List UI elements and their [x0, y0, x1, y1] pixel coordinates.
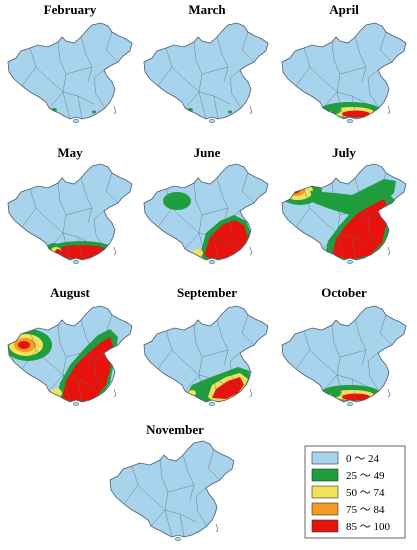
panel-title: October: [321, 285, 367, 300]
legend-label: 0 ～ 24: [346, 453, 379, 465]
island-shape: [72, 259, 80, 265]
panel-title: June: [194, 145, 221, 160]
heat-patch: [342, 393, 370, 401]
panel-title: April: [329, 2, 359, 17]
china-map: [7, 163, 133, 265]
heat-patch: [55, 249, 61, 255]
legend-swatch: [311, 485, 339, 499]
legend-swatch: [311, 451, 339, 465]
map-panel: May: [7, 145, 133, 265]
china-map: [7, 22, 133, 124]
legend-item: 25 ～ 49: [311, 468, 385, 482]
panel-title: May: [57, 145, 83, 160]
map-panel: September: [143, 285, 269, 407]
map-panel: October: [281, 285, 407, 407]
island-shape: [249, 105, 253, 115]
map-panel: February: [7, 2, 133, 124]
map-panel: April: [281, 2, 407, 124]
china-map: [143, 22, 269, 124]
heat-patch: [92, 110, 96, 114]
map-panel: March: [143, 2, 269, 124]
island-shape: [346, 401, 354, 407]
heat-patch: [62, 337, 114, 402]
heat-region: [186, 367, 250, 402]
panel-title: March: [188, 2, 226, 17]
island-shape: [208, 259, 216, 265]
map-panel: August: [7, 285, 133, 407]
heat-region: [320, 385, 380, 401]
china-map: [143, 163, 269, 265]
legend-item: 75 ～ 84: [311, 502, 385, 516]
map-panel: November: [109, 422, 235, 542]
heat-patch: [204, 220, 248, 260]
island-shape: [113, 388, 117, 398]
legend-label: 50 ～ 74: [346, 487, 385, 499]
island-shape: [113, 246, 117, 256]
heat-patch: [163, 192, 191, 210]
heat-patch: [18, 341, 30, 349]
panel-title: July: [332, 145, 356, 160]
map-panel: June: [143, 145, 269, 265]
heat-patch: [212, 377, 244, 399]
china-map: [143, 305, 269, 407]
china-map: [281, 305, 407, 407]
legend-label: 75 ～ 84: [346, 504, 385, 516]
legend-item: 85 ～ 100: [311, 519, 390, 533]
island-shape: [208, 118, 216, 124]
island-shape: [208, 401, 216, 407]
island-shape: [72, 118, 80, 124]
legend-item: 50 ～ 74: [311, 485, 385, 499]
island-shape: [249, 246, 253, 256]
island-shape: [387, 246, 391, 256]
legend-item: 0 ～ 24: [311, 451, 379, 465]
island-shape: [346, 118, 354, 124]
island-shape: [387, 105, 391, 115]
island-shape: [215, 523, 219, 533]
heat-patch: [228, 110, 232, 114]
heat-patch: [342, 110, 370, 118]
panel-title: September: [177, 285, 237, 300]
island-shape: [346, 259, 354, 265]
island-shape: [387, 388, 391, 398]
map-panel: July: [281, 145, 407, 265]
island-shape: [72, 401, 80, 407]
legend-label: 85 ～ 100: [346, 521, 390, 533]
china-map: [109, 440, 235, 542]
heat-patch: [331, 106, 341, 114]
legend: 0 ～ 24 25 ～ 49 50 ～ 74 75 ～ 84 85 ～ 100: [304, 445, 406, 539]
island-shape: [113, 105, 117, 115]
legend-label: 25 ～ 49: [346, 470, 385, 482]
island-shape: [249, 388, 253, 398]
heat-patch: [287, 184, 305, 196]
panel-title: November: [146, 422, 204, 437]
legend-swatch: [311, 519, 339, 533]
panel-title: August: [50, 285, 90, 300]
heat-region: [320, 102, 380, 118]
heat-region: [51, 108, 96, 114]
china-map: [281, 163, 407, 265]
island-shape: [174, 536, 182, 542]
heat-patch: [331, 389, 341, 397]
legend-swatch: [311, 502, 339, 516]
legend-swatch: [311, 468, 339, 482]
china-map: [281, 22, 407, 124]
panel-title: February: [44, 2, 97, 17]
china-map: [7, 305, 133, 407]
